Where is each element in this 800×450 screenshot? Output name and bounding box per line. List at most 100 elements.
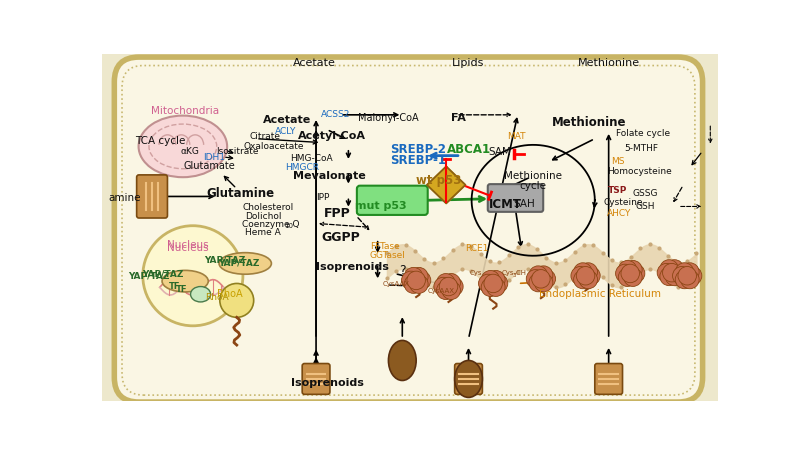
Circle shape	[618, 268, 637, 286]
Text: ABCA1: ABCA1	[447, 143, 491, 156]
Text: IDH1: IDH1	[203, 153, 225, 162]
Circle shape	[579, 263, 598, 281]
Text: CysAAX: CysAAX	[427, 288, 454, 294]
Text: Glutamate: Glutamate	[183, 161, 235, 171]
Ellipse shape	[219, 252, 271, 274]
Circle shape	[666, 260, 684, 278]
Text: TF: TF	[176, 285, 188, 294]
Circle shape	[582, 266, 600, 285]
Circle shape	[445, 277, 463, 296]
Text: Methionine: Methionine	[578, 58, 640, 68]
Text: Dolichol: Dolichol	[245, 212, 282, 220]
Text: HMGCR: HMGCR	[286, 163, 319, 172]
Circle shape	[404, 275, 422, 293]
Circle shape	[437, 281, 455, 300]
Text: Isoprenoids: Isoprenoids	[316, 262, 390, 272]
Text: YAP/TAZ: YAP/TAZ	[142, 269, 183, 278]
Text: Acetate: Acetate	[293, 58, 336, 68]
Circle shape	[668, 263, 686, 282]
Text: Nucleus: Nucleus	[167, 243, 209, 253]
Text: RhoA: RhoA	[217, 289, 242, 299]
Circle shape	[681, 270, 699, 289]
Text: Glutamine: Glutamine	[206, 188, 275, 201]
Text: Malonyl-CoA: Malonyl-CoA	[358, 113, 418, 123]
Text: TCA cycle: TCA cycle	[135, 136, 186, 146]
Text: cycle: cycle	[520, 180, 546, 191]
Circle shape	[534, 266, 553, 284]
FancyBboxPatch shape	[114, 57, 702, 402]
Text: Folate cycle: Folate cycle	[616, 129, 670, 138]
Circle shape	[678, 266, 697, 285]
FancyBboxPatch shape	[78, 34, 741, 425]
Text: Coenzyme Q: Coenzyme Q	[242, 220, 300, 229]
Circle shape	[407, 271, 426, 290]
Circle shape	[675, 263, 694, 281]
Circle shape	[437, 274, 455, 292]
Circle shape	[482, 278, 500, 297]
Circle shape	[571, 266, 590, 285]
Text: GGPP: GGPP	[322, 231, 360, 244]
FancyBboxPatch shape	[454, 364, 482, 394]
Circle shape	[442, 281, 461, 300]
Circle shape	[662, 263, 681, 282]
Text: GSH: GSH	[635, 202, 655, 211]
Text: SAM: SAM	[488, 147, 511, 157]
Text: FA: FA	[451, 113, 466, 123]
Circle shape	[621, 264, 639, 283]
Circle shape	[574, 263, 592, 281]
Text: RCE1: RCE1	[466, 243, 489, 252]
Circle shape	[660, 260, 678, 278]
Text: GSSG: GSSG	[633, 189, 658, 198]
Text: HMG-CoA: HMG-CoA	[290, 154, 333, 163]
Text: Mitochondria: Mitochondria	[151, 106, 219, 116]
Text: GGTaseI: GGTaseI	[370, 251, 406, 260]
Text: αKG: αKG	[181, 147, 200, 156]
Text: YAP/TAZ: YAP/TAZ	[205, 256, 246, 265]
Ellipse shape	[143, 226, 243, 326]
Circle shape	[486, 270, 505, 289]
Ellipse shape	[454, 360, 482, 397]
Circle shape	[574, 270, 592, 289]
Text: Homocysteine: Homocysteine	[607, 167, 672, 176]
Text: Cholesterol: Cholesterol	[242, 203, 294, 212]
Circle shape	[410, 275, 428, 293]
Text: Lipids: Lipids	[452, 58, 485, 68]
Text: TSP: TSP	[608, 186, 628, 195]
Circle shape	[576, 266, 594, 285]
Text: ACSS2: ACSS2	[322, 110, 350, 119]
Text: Endoplasmic Reticulum: Endoplasmic Reticulum	[539, 289, 662, 299]
Text: 10: 10	[284, 223, 293, 229]
Text: MS: MS	[611, 157, 624, 166]
Text: ICMT: ICMT	[489, 198, 522, 211]
Circle shape	[482, 270, 500, 289]
Circle shape	[660, 267, 678, 286]
Text: Methionine: Methionine	[504, 171, 562, 181]
Text: Nucleus: Nucleus	[167, 240, 209, 250]
Circle shape	[484, 274, 502, 292]
Circle shape	[579, 270, 598, 289]
Circle shape	[220, 284, 254, 317]
Ellipse shape	[138, 116, 227, 177]
Text: YAP/TAZ: YAP/TAZ	[218, 259, 259, 268]
FancyBboxPatch shape	[302, 364, 330, 394]
Circle shape	[439, 277, 458, 296]
Circle shape	[442, 274, 461, 292]
Circle shape	[534, 273, 553, 292]
Ellipse shape	[162, 270, 208, 292]
Circle shape	[675, 270, 694, 289]
Circle shape	[537, 270, 555, 288]
Circle shape	[412, 271, 430, 290]
Circle shape	[673, 266, 691, 285]
Text: Citrate: Citrate	[250, 132, 281, 141]
Circle shape	[402, 271, 420, 290]
Circle shape	[683, 266, 702, 285]
Circle shape	[666, 267, 684, 286]
Text: YAP/TAZ: YAP/TAZ	[128, 272, 170, 281]
Text: Isocitrate: Isocitrate	[216, 147, 258, 156]
Circle shape	[681, 263, 699, 281]
Text: SREBP-2: SREBP-2	[390, 143, 446, 156]
Text: ACLY: ACLY	[274, 127, 296, 136]
FancyBboxPatch shape	[488, 184, 543, 212]
Text: Acetate: Acetate	[262, 115, 311, 125]
Text: MAT: MAT	[506, 131, 526, 140]
